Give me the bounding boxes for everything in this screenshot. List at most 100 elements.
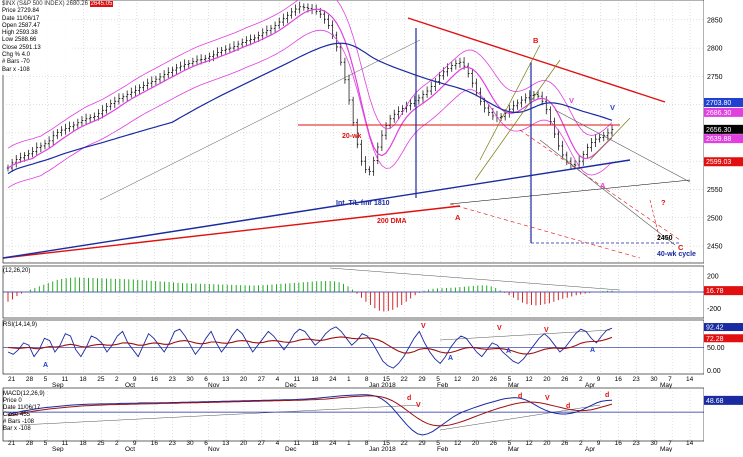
x-month-label: Apr bbox=[585, 382, 596, 389]
histogram-trend-line bbox=[329, 267, 621, 291]
x-day-label-bottom: 18 bbox=[79, 440, 87, 447]
rsi-value-box bbox=[704, 323, 743, 332]
price-y-tick-label: 2550 bbox=[707, 187, 723, 194]
x-day-label-bottom: 6 bbox=[204, 440, 208, 447]
price-label-text: 2686.30 bbox=[706, 110, 731, 117]
rsi-annotation: V bbox=[544, 327, 549, 334]
price-label-text: 2656.30 bbox=[706, 127, 731, 134]
x-day-label-bottom: 11 bbox=[293, 440, 300, 447]
x-month-label: Feb bbox=[437, 382, 449, 389]
x-day-label-bottom: 5 bbox=[508, 440, 512, 447]
price-annotation: ? bbox=[661, 198, 666, 207]
x-day-label: 15 bbox=[383, 376, 391, 383]
x-day-label: 11 bbox=[62, 376, 69, 383]
x-day-label-bottom: 25 bbox=[97, 440, 105, 447]
x-day-label: 20 bbox=[472, 376, 480, 383]
x-day-label-bottom: 27 bbox=[258, 440, 266, 447]
x-day-label-bottom: 13 bbox=[222, 440, 230, 447]
macd-annotation: d bbox=[518, 393, 522, 400]
price-annotation: C bbox=[678, 243, 684, 252]
macd-annotation: d bbox=[605, 392, 609, 399]
price-info-row: High 2593.38 bbox=[2, 30, 38, 37]
price-annotation: V bbox=[610, 103, 615, 112]
rsi-series-line bbox=[7, 336, 613, 355]
macd-annotation: V bbox=[545, 395, 550, 402]
rsi-annotation: V bbox=[497, 325, 502, 332]
x-day-label: 23 bbox=[632, 376, 640, 383]
price-header: $INX (S&P 500 INDEX) 2680.26 2645.05 bbox=[2, 1, 114, 8]
fan-line-2 bbox=[474, 59, 561, 181]
x-day-label: 6 bbox=[204, 376, 208, 383]
x-day-label: 18 bbox=[79, 376, 87, 383]
x-day-label-bottom: 20 bbox=[472, 440, 480, 447]
price-info-panel: $INX (S&P 500 INDEX) 2680.26 2645.05 Pri… bbox=[0, 0, 114, 75]
x-month-label-bottom: Jan 2018 bbox=[369, 446, 396, 452]
x-day-label: 2 bbox=[115, 376, 119, 383]
x-day-label: 14 bbox=[686, 376, 694, 383]
rsi-value-text: 92.42 bbox=[706, 325, 724, 332]
x-month-label-bottom: Dec bbox=[285, 446, 297, 452]
macd-header: MACD(12,26,9) bbox=[3, 391, 45, 397]
histogram-header: (12,26,20) bbox=[3, 268, 30, 274]
macd-trend-line bbox=[19, 404, 421, 426]
x-day-label: 25 bbox=[97, 376, 105, 383]
x-day-label-bottom: 29 bbox=[418, 440, 426, 447]
x-day-label: 30 bbox=[650, 376, 658, 383]
x-day-label: 26 bbox=[561, 376, 569, 383]
rsi-annotation: A bbox=[448, 355, 453, 362]
rsi-y-tick-label: 0.00 bbox=[707, 368, 721, 375]
price-annotation: 20-wk bbox=[342, 133, 362, 140]
x-day-label-bottom: 11 bbox=[62, 440, 69, 447]
price-annotation: A bbox=[600, 181, 606, 190]
price-info-row: Close 2591.13 bbox=[2, 44, 41, 51]
x-day-label-bottom: 1 bbox=[347, 440, 351, 447]
x-month-label-bottom: Apr bbox=[585, 446, 596, 452]
price-label-box bbox=[704, 97, 743, 107]
x-day-label: 20 bbox=[543, 376, 551, 383]
x-day-label-bottom: 5 bbox=[44, 440, 48, 447]
price-info-row: # Bars -70 bbox=[2, 59, 30, 66]
macd-info-row: Close 455 bbox=[3, 412, 31, 418]
x-day-label: 16 bbox=[151, 376, 159, 383]
macd-series-line bbox=[7, 394, 613, 436]
rsi-value-box bbox=[704, 334, 743, 343]
x-day-label: 4 bbox=[276, 376, 280, 383]
x-month-label: Mar bbox=[508, 382, 520, 389]
histogram-y-tick-label: 200 bbox=[707, 273, 719, 280]
price-label-box bbox=[704, 134, 743, 144]
price-annotation: 40-wk cycle bbox=[657, 251, 696, 258]
x-day-label: 26 bbox=[490, 376, 498, 383]
price-y-tick-label: 2750 bbox=[707, 74, 723, 81]
rsi-annotation: A bbox=[590, 347, 595, 354]
x-day-label-bottom: 30 bbox=[650, 440, 658, 447]
projection-dashed-2 bbox=[519, 129, 681, 241]
price-annotation: Int. T/L fmr 1810 bbox=[336, 200, 390, 207]
macd-info-row: Date 11/06/17 bbox=[3, 405, 41, 411]
price-label-box bbox=[704, 124, 743, 134]
x-month-label-bottom: Mar bbox=[508, 446, 520, 452]
x-day-label-bottom: 26 bbox=[561, 440, 569, 447]
histogram-y-tick-label: -200 bbox=[707, 306, 721, 313]
x-day-label-bottom: 21 bbox=[8, 440, 16, 447]
right-axis-bg bbox=[704, 0, 743, 452]
x-day-label-bottom: 26 bbox=[490, 440, 498, 447]
x-day-label: 2 bbox=[579, 376, 583, 383]
price-info-row: Chg % 4.0 bbox=[2, 52, 31, 59]
rsi-trend-line bbox=[439, 329, 611, 341]
price-annotation: A bbox=[455, 213, 461, 222]
price-header-value-2: 2645.05 bbox=[89, 1, 114, 7]
rsi-annotation: A bbox=[506, 348, 511, 355]
x-day-label: 11 bbox=[293, 376, 300, 383]
price-y-tick-label: 2450 bbox=[707, 244, 723, 251]
medium-ma-line bbox=[7, 42, 613, 175]
x-day-label: 13 bbox=[222, 376, 230, 383]
rsi-series-line bbox=[7, 326, 613, 369]
rsi-annotation: V bbox=[421, 323, 426, 330]
int-trendline bbox=[2, 159, 631, 259]
price-info-row: Open 2587.47 bbox=[2, 22, 41, 29]
x-month-label-bottom: Sep bbox=[52, 446, 64, 452]
rsi-annotation: A bbox=[43, 362, 48, 369]
x-month-label: Oct bbox=[125, 382, 135, 389]
x-day-label: 8 bbox=[365, 376, 369, 383]
